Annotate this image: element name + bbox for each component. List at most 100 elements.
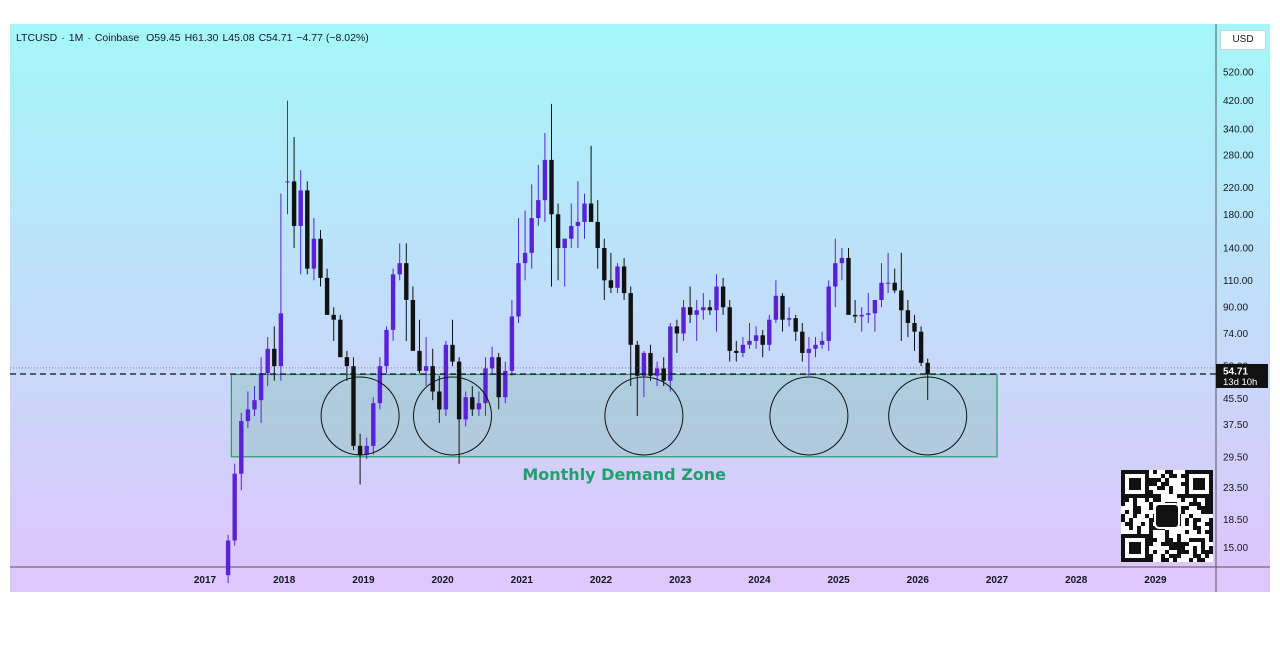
candle-body[interactable]: [562, 238, 567, 248]
candle-body[interactable]: [780, 295, 785, 320]
candle-body[interactable]: [918, 331, 924, 363]
candle-body[interactable]: [423, 366, 429, 371]
candle-body[interactable]: [720, 286, 726, 308]
candle-body[interactable]: [641, 352, 647, 376]
candle-body[interactable]: [872, 299, 878, 314]
candle-body[interactable]: [588, 203, 594, 222]
candle-body[interactable]: [899, 290, 904, 311]
candle-body[interactable]: [912, 323, 917, 332]
candle-body[interactable]: [806, 348, 812, 353]
candle-body[interactable]: [476, 403, 482, 410]
candle-body[interactable]: [417, 350, 422, 371]
candle-body[interactable]: [621, 266, 627, 294]
candle-body[interactable]: [311, 238, 317, 269]
candle-body[interactable]: [245, 409, 251, 422]
candle-body[interactable]: [298, 190, 303, 226]
candle-body[interactable]: [582, 203, 587, 222]
candle-body[interactable]: [694, 310, 699, 315]
candle-body[interactable]: [859, 314, 864, 317]
candle-body[interactable]: [305, 190, 310, 269]
candle-body[interactable]: [595, 221, 600, 248]
candle-body[interactable]: [839, 257, 845, 264]
candle-body[interactable]: [846, 257, 851, 315]
candle-body[interactable]: [852, 314, 858, 317]
candle-body[interactable]: [285, 181, 290, 183]
candle-body[interactable]: [654, 368, 660, 376]
candle-body[interactable]: [390, 274, 396, 330]
candle-body[interactable]: [819, 340, 825, 345]
candle-body[interactable]: [701, 307, 706, 311]
candle-body[interactable]: [905, 310, 911, 324]
candle-body[interactable]: [740, 344, 746, 353]
candle-body[interactable]: [555, 214, 561, 248]
symbol-name[interactable]: LTCUSD: [16, 32, 58, 44]
candle-body[interactable]: [463, 397, 468, 420]
candle-body[interactable]: [278, 313, 284, 367]
candle-body[interactable]: [681, 307, 686, 334]
candle-body[interactable]: [753, 335, 759, 341]
candle-body[interactable]: [826, 286, 831, 341]
candle-body[interactable]: [410, 299, 416, 351]
candle-body[interactable]: [364, 445, 369, 455]
candle-body[interactable]: [258, 373, 264, 401]
candle-body[interactable]: [648, 352, 653, 376]
demand-zone-box[interactable]: [230, 373, 998, 458]
candle-body[interactable]: [503, 370, 508, 398]
candle-body[interactable]: [793, 318, 798, 332]
candle-body[interactable]: [549, 159, 554, 215]
candle-body[interactable]: [628, 293, 633, 345]
candle-body[interactable]: [470, 397, 475, 410]
candle-body[interactable]: [324, 277, 330, 315]
candle-body[interactable]: [265, 348, 270, 374]
candle-body[interactable]: [404, 263, 409, 300]
candle-body[interactable]: [575, 221, 581, 226]
candle-body[interactable]: [384, 329, 389, 367]
candle-body[interactable]: [833, 263, 838, 287]
candle-body[interactable]: [885, 282, 891, 284]
candle-body[interactable]: [615, 266, 620, 288]
support-circle[interactable]: [320, 376, 400, 456]
candle-body[interactable]: [879, 282, 884, 300]
candle-body[interactable]: [602, 247, 607, 281]
candle-body[interactable]: [747, 340, 752, 345]
candle-body[interactable]: [892, 282, 897, 291]
candle-body[interactable]: [734, 350, 739, 353]
candle-body[interactable]: [331, 314, 336, 320]
candle-body[interactable]: [489, 357, 495, 369]
candle-body[interactable]: [674, 326, 680, 334]
candle-body[interactable]: [344, 357, 350, 367]
support-circle[interactable]: [888, 376, 968, 456]
candle-body[interactable]: [687, 307, 693, 315]
candle-body[interactable]: [456, 361, 462, 420]
candle-body[interactable]: [786, 318, 792, 320]
candle-body[interactable]: [509, 316, 515, 371]
candle-body[interactable]: [767, 319, 772, 345]
candle-body[interactable]: [635, 344, 640, 376]
candle-body[interactable]: [542, 159, 548, 201]
candle-body[interactable]: [536, 200, 541, 219]
candle-body[interactable]: [866, 313, 871, 315]
candle-body[interactable]: [800, 331, 805, 353]
currency-selector[interactable]: USD: [1220, 30, 1266, 50]
candle-body[interactable]: [522, 252, 528, 264]
candle-body[interactable]: [225, 540, 231, 576]
support-circle[interactable]: [769, 376, 849, 456]
candle-body[interactable]: [450, 344, 455, 362]
candle-body[interactable]: [496, 357, 501, 398]
candle-body[interactable]: [760, 335, 765, 345]
candle-body[interactable]: [813, 344, 818, 349]
candle-body[interactable]: [668, 326, 673, 381]
candle-body[interactable]: [351, 366, 356, 446]
support-circle[interactable]: [413, 376, 492, 456]
candle-body[interactable]: [252, 400, 257, 410]
candle-body[interactable]: [291, 181, 297, 226]
candle-body[interactable]: [925, 362, 930, 374]
candle-body[interactable]: [371, 403, 376, 446]
candle-body[interactable]: [377, 366, 383, 404]
candle-body[interactable]: [773, 295, 779, 320]
candle-body[interactable]: [714, 286, 719, 311]
candle-body[interactable]: [239, 421, 244, 474]
candle-body[interactable]: [318, 238, 323, 278]
candle-body[interactable]: [569, 225, 574, 239]
candle-body[interactable]: [338, 319, 343, 358]
